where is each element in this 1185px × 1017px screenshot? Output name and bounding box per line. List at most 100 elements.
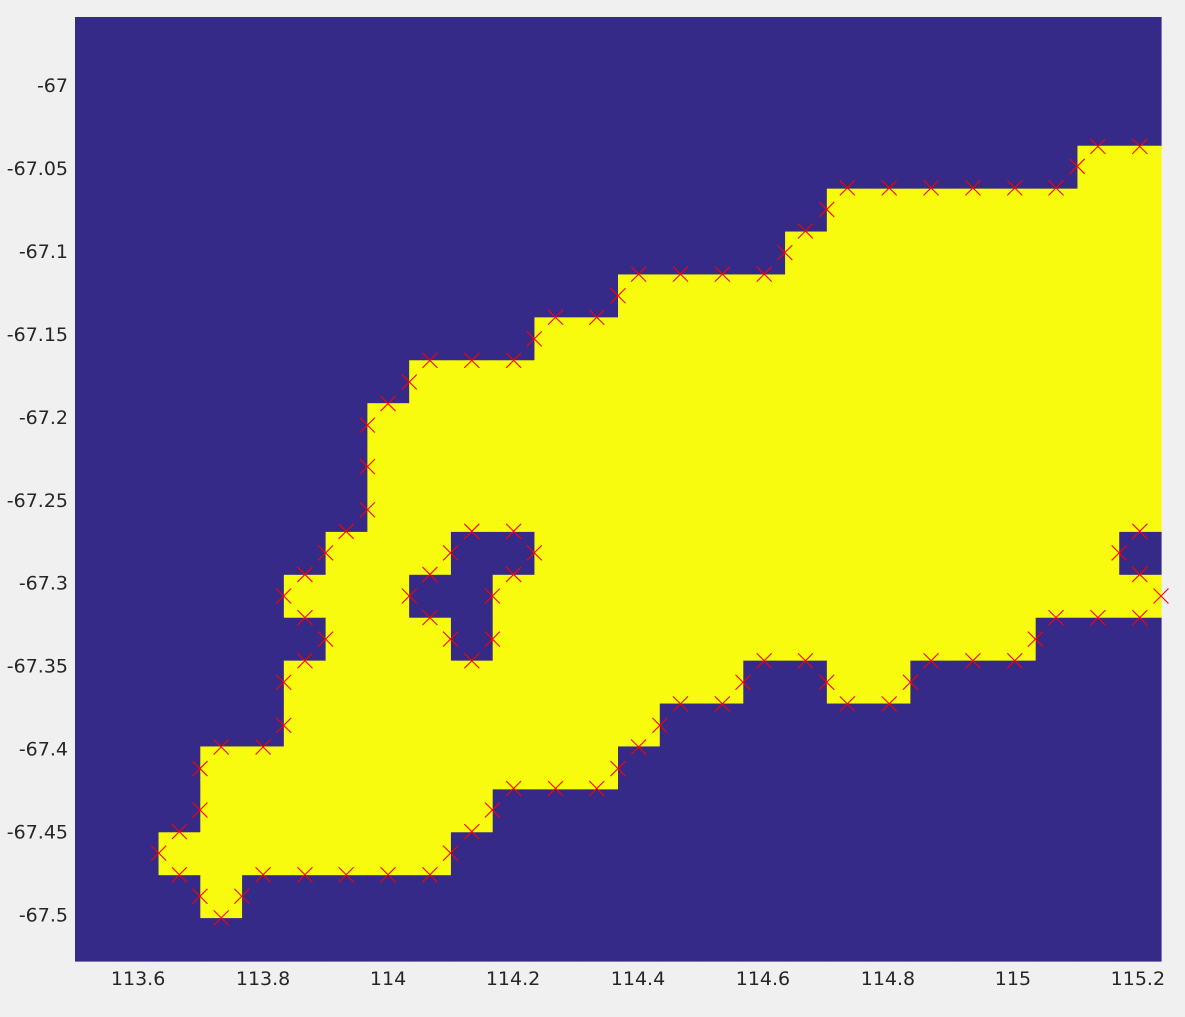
heatmap-cell-water	[325, 360, 368, 404]
heatmap-cell-water	[659, 918, 703, 962]
heatmap-cell-water	[450, 832, 494, 876]
heatmap-cell-water	[785, 703, 828, 748]
boundary-marker	[1069, 158, 1086, 175]
heatmap-cell-land	[283, 574, 327, 619]
heatmap-cell-water	[1077, 789, 1120, 833]
heatmap-cell-land	[367, 789, 410, 833]
boundary-marker	[422, 609, 438, 626]
heatmap-cell-land	[492, 446, 536, 490]
heatmap-cell-land	[534, 617, 577, 662]
heatmap-cell-land	[576, 746, 619, 790]
heatmap-cell-land	[743, 403, 786, 447]
heatmap-cell-water	[785, 918, 828, 962]
heatmap-cell-land	[701, 489, 744, 533]
heatmap-cell-land	[1077, 531, 1120, 576]
heatmap-cell-water	[701, 918, 744, 962]
heatmap-cell-land	[785, 574, 828, 619]
heatmap-cell-land	[659, 617, 703, 662]
heatmap-cell-water	[952, 832, 995, 876]
boundary-marker	[317, 631, 334, 648]
heatmap-cell-land	[868, 317, 911, 361]
boundary-marker	[484, 802, 501, 818]
heatmap-cell-land	[868, 489, 911, 533]
heatmap-cell-water	[325, 59, 368, 104]
heatmap-cell-water	[75, 317, 118, 361]
boundary-marker	[275, 588, 292, 604]
boundary-marker	[505, 352, 522, 369]
boundary-marker	[359, 501, 376, 518]
x-tick-label: 114.4	[611, 968, 665, 990]
heatmap-cell-water	[826, 746, 870, 790]
heatmap-cell-land	[367, 617, 410, 662]
heatmap-cell-water	[659, 145, 703, 190]
heatmap-cell-land	[1119, 574, 1162, 619]
heatmap-cell-land	[785, 617, 828, 662]
heatmap-cell-water	[659, 875, 703, 919]
heatmap-cell-land	[701, 531, 744, 576]
heatmap-cell-water	[952, 145, 995, 190]
heatmap-cell-water	[576, 17, 619, 61]
heatmap-cell-water	[242, 574, 285, 619]
heatmap-cell-land	[200, 746, 243, 790]
heatmap-cell-water	[618, 59, 661, 104]
boundary-marker	[401, 374, 418, 390]
heatmap-cell-land	[367, 446, 410, 490]
heatmap-cell-water	[158, 918, 201, 962]
heatmap-cell-water	[367, 188, 410, 233]
heatmap-cell-water	[283, 875, 327, 919]
heatmap-cell-land	[993, 403, 1037, 447]
heatmap-cell-water	[75, 703, 118, 748]
heatmap-cell-land	[826, 360, 870, 404]
heatmap-cell-water	[1119, 746, 1162, 790]
heatmap-cell-land	[367, 660, 410, 705]
heatmap-cell-water	[116, 403, 160, 447]
boundary-marker	[317, 544, 334, 561]
boundary-marker	[150, 845, 167, 862]
heatmap-cell-water	[534, 789, 577, 833]
heatmap-cell-water	[785, 59, 828, 104]
heatmap-cell-land	[409, 489, 452, 533]
y-tick-label: -67.45	[7, 822, 68, 844]
heatmap-cell-water	[1119, 918, 1162, 962]
heatmap-cell-water	[701, 188, 744, 233]
heatmap-cell-water	[200, 617, 243, 662]
heatmap-cell-land	[910, 188, 953, 233]
heatmap-cell-land	[1035, 274, 1079, 318]
heatmap-cell-water	[492, 231, 536, 276]
heatmap-cell-land	[492, 703, 536, 748]
heatmap-cell-water	[283, 145, 327, 190]
heatmap-cell-water	[367, 102, 410, 147]
heatmap-cell-land	[367, 489, 410, 533]
heatmap-cell-water	[75, 746, 118, 790]
heatmap-cell-water	[283, 17, 327, 61]
heatmap-cell-land	[952, 574, 995, 619]
heatmap-cell-water	[910, 832, 953, 876]
heatmap-cell-water	[910, 875, 953, 919]
heatmap-cell-water	[618, 746, 661, 790]
heatmap-cell-land	[659, 274, 703, 318]
heatmap-cell-water	[283, 531, 327, 576]
heatmap-cell-land	[868, 617, 911, 662]
heatmap-cell-land	[743, 317, 786, 361]
heatmap-cell-land	[576, 360, 619, 404]
heatmap-cell-land	[1119, 145, 1162, 190]
heatmap-cell-water	[534, 17, 577, 61]
heatmap-cell-water	[576, 832, 619, 876]
boundary-marker	[1131, 523, 1148, 540]
heatmap-cell-land	[158, 832, 201, 876]
heatmap-cell-water	[450, 145, 494, 190]
heatmap-cell-land	[701, 317, 744, 361]
heatmap-cell-water	[618, 789, 661, 833]
heatmap-cell-water	[785, 746, 828, 790]
boundary-marker	[213, 909, 230, 926]
heatmap-cell-water	[576, 188, 619, 233]
heatmap-cell-water	[785, 832, 828, 876]
heatmap-cell-land	[618, 617, 661, 662]
boundary-marker	[401, 588, 418, 604]
heatmap-cell-land	[367, 746, 410, 790]
heatmap-cell-land	[910, 446, 953, 490]
heatmap-cell-water	[826, 703, 870, 748]
heatmap-cell-water	[325, 188, 368, 233]
heatmap-cell-water	[1119, 59, 1162, 104]
heatmap-cell-water	[1035, 703, 1079, 748]
